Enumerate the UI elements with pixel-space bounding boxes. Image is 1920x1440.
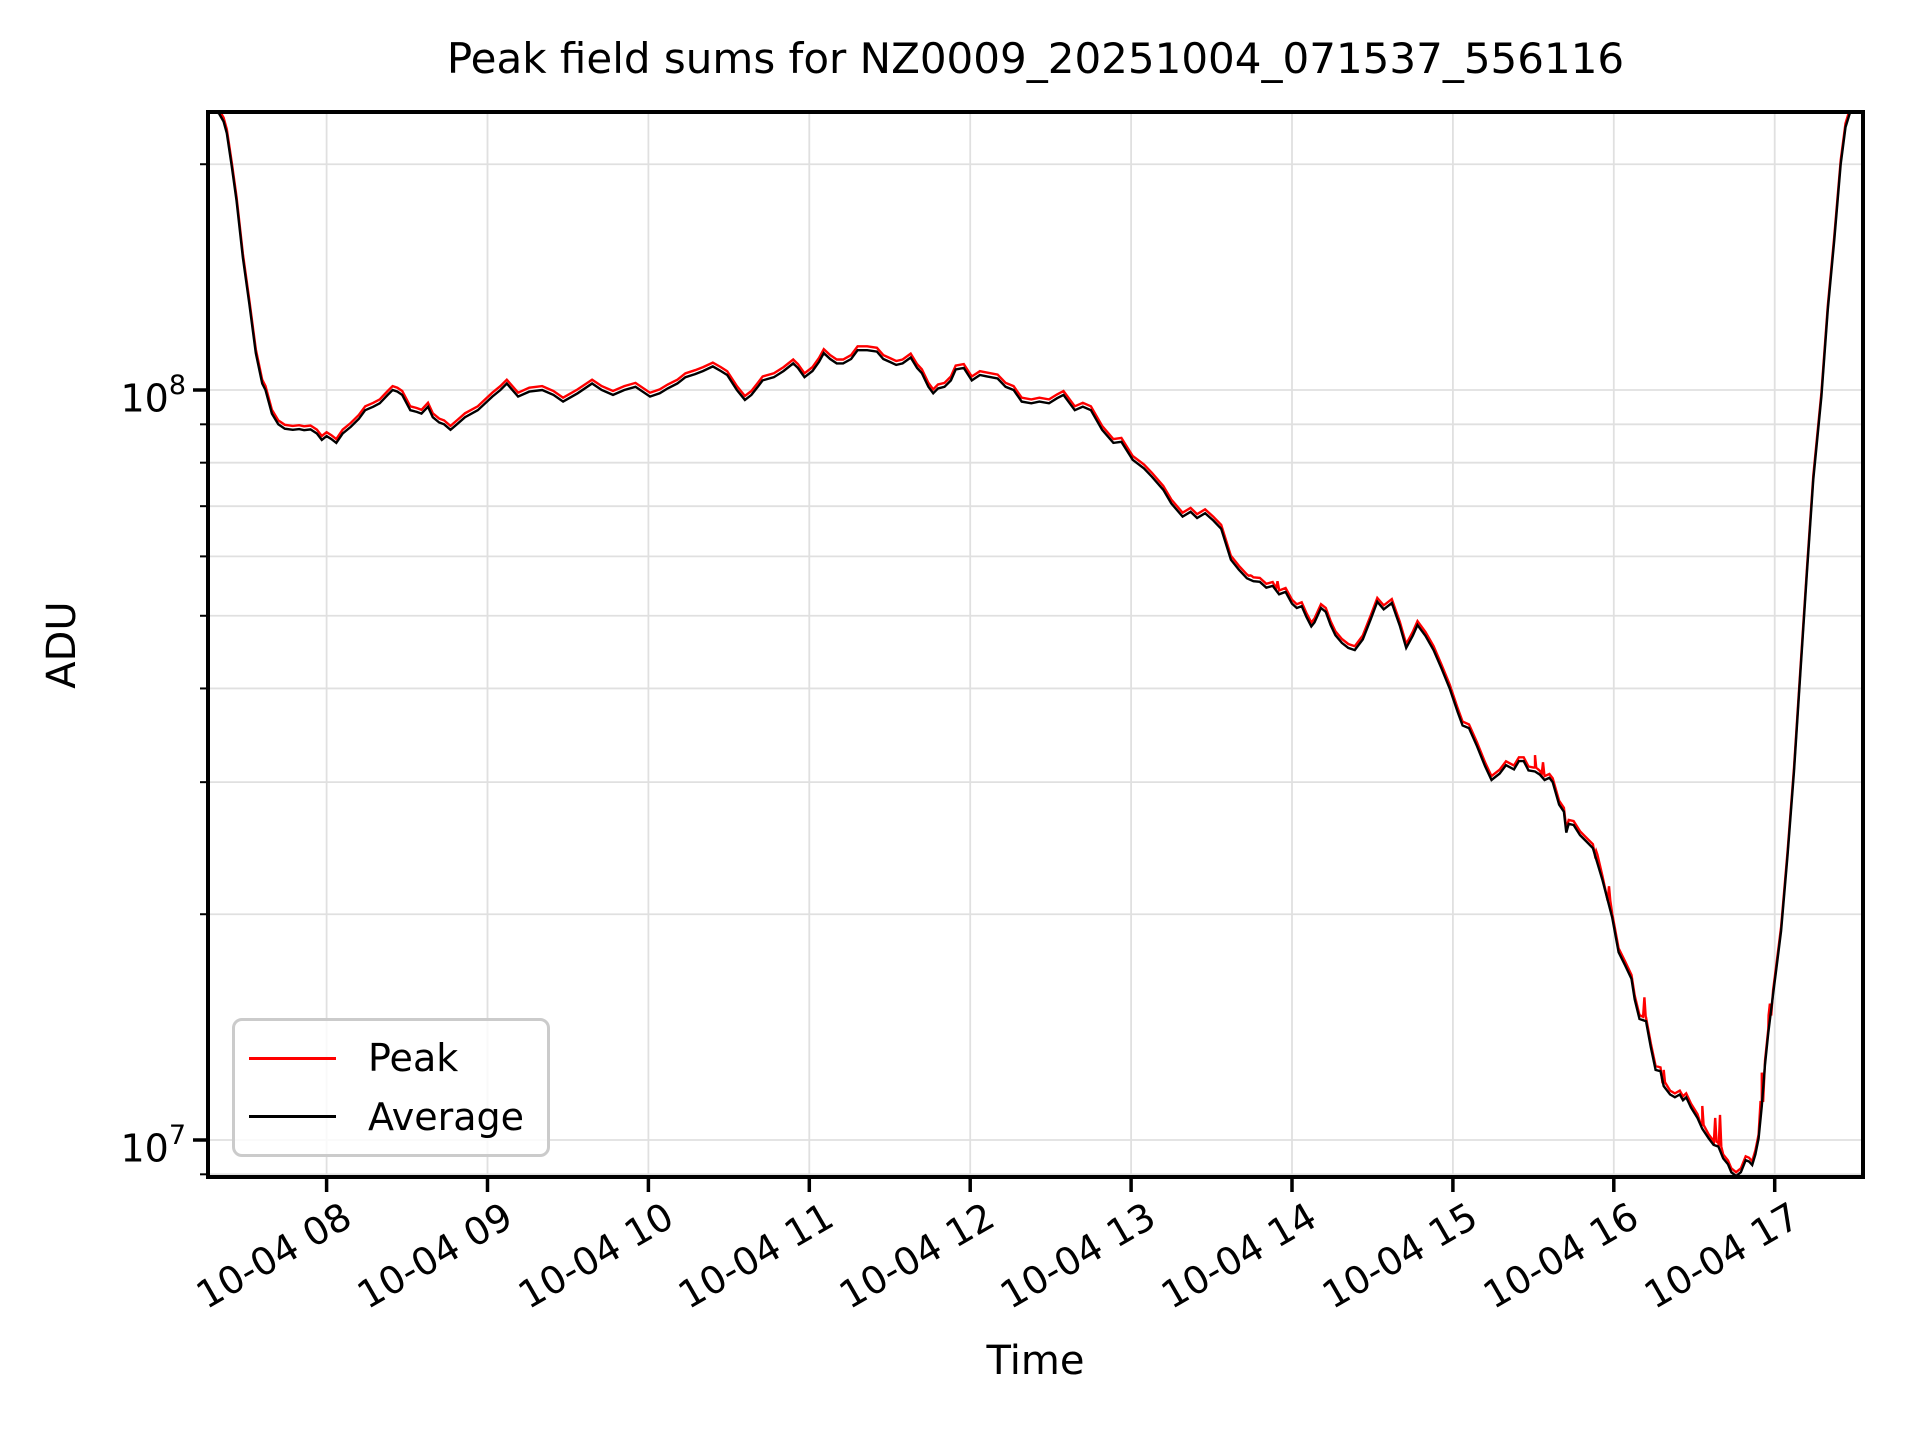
average-series-line [208, 112, 1863, 1177]
legend-item-peak: Peak [235, 1031, 547, 1085]
axes-spines [206, 110, 1865, 1179]
average-line-sample [249, 1115, 336, 1119]
peak-line-sample [249, 1056, 336, 1060]
legend-item-average: Average [235, 1090, 547, 1144]
legend-label-average: Average [368, 1094, 525, 1139]
x-axis-label: Time [986, 1338, 1085, 1384]
y-tick-label-10e7: 107 [120, 1120, 186, 1171]
y-tick-label-10e8: 108 [120, 370, 186, 421]
legend-label-peak: Peak [368, 1036, 459, 1081]
legend-box: Peak Average [232, 1018, 550, 1157]
peak-series-line [219, 112, 1851, 1174]
y-axis-label: ADU [39, 601, 85, 689]
chart-title: Peak field sums for NZ0009_20251004_0715… [446, 34, 1625, 83]
series-lines [208, 112, 1863, 1177]
tick-marks [193, 163, 1777, 1192]
